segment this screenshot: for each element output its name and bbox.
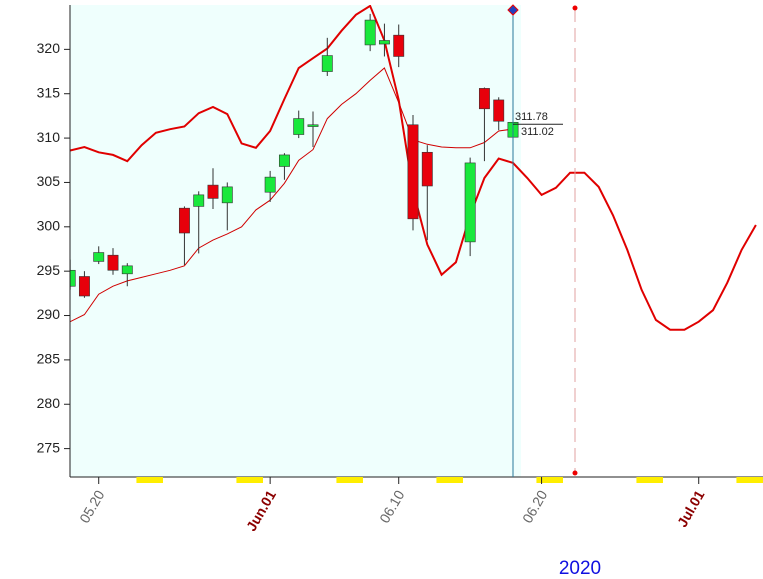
candle-body	[193, 194, 205, 207]
weekend-marker	[636, 477, 663, 483]
forecast-marker	[572, 5, 578, 11]
weekend-marker	[136, 477, 163, 483]
candle-body	[93, 252, 105, 262]
y-tick-label: 300	[37, 218, 61, 234]
x-tick-label: Jun.01	[243, 487, 279, 534]
candle-body	[378, 40, 390, 45]
forecast-marker	[572, 470, 578, 476]
plot-area	[70, 5, 757, 331]
candle-body	[78, 276, 90, 297]
candle-body	[207, 184, 219, 199]
y-tick-label: 280	[37, 395, 61, 411]
weekend-marker	[436, 477, 463, 483]
history-background	[70, 5, 521, 477]
close-label: 311.78	[515, 111, 548, 123]
y-tick-label: 295	[37, 262, 61, 278]
x-tick-label: Jul.01	[674, 487, 708, 530]
year-label: 2020	[559, 558, 601, 579]
candle-body	[393, 34, 405, 57]
y-tick-label: 285	[37, 351, 61, 367]
x-tick-label: 06.10	[376, 487, 407, 526]
x-tick-label: 05.20	[76, 487, 107, 526]
y-tick-label: 320	[37, 40, 61, 56]
candle-body	[178, 207, 190, 234]
weekend-marker	[236, 477, 263, 483]
candle-body	[278, 154, 290, 167]
candle-body	[364, 19, 376, 46]
x-tick-label: 06.20	[519, 487, 550, 526]
weekend-marker	[536, 477, 563, 483]
indicator-line	[70, 67, 514, 323]
candle-body	[121, 265, 133, 275]
y-tick-label: 275	[37, 439, 61, 455]
y-tick-label: 315	[37, 84, 61, 100]
y-tick-label: 310	[37, 129, 61, 145]
cursor-marker	[507, 4, 519, 16]
candle-body	[464, 162, 476, 243]
weekend-marker	[336, 477, 363, 483]
candle-body	[107, 254, 119, 271]
candle-body	[478, 88, 490, 110]
candle-body	[321, 55, 333, 72]
candle-body	[293, 118, 305, 135]
candle-body	[221, 186, 233, 204]
y-tick-label: 305	[37, 173, 61, 189]
candle-body	[421, 151, 433, 187]
weekend-marker	[736, 477, 763, 483]
candle-body	[407, 124, 419, 220]
candle-body	[264, 176, 276, 193]
candle-body	[493, 99, 505, 122]
average-label: 311.02	[521, 126, 554, 138]
candle-body	[307, 124, 319, 127]
y-tick-label: 290	[37, 306, 61, 322]
